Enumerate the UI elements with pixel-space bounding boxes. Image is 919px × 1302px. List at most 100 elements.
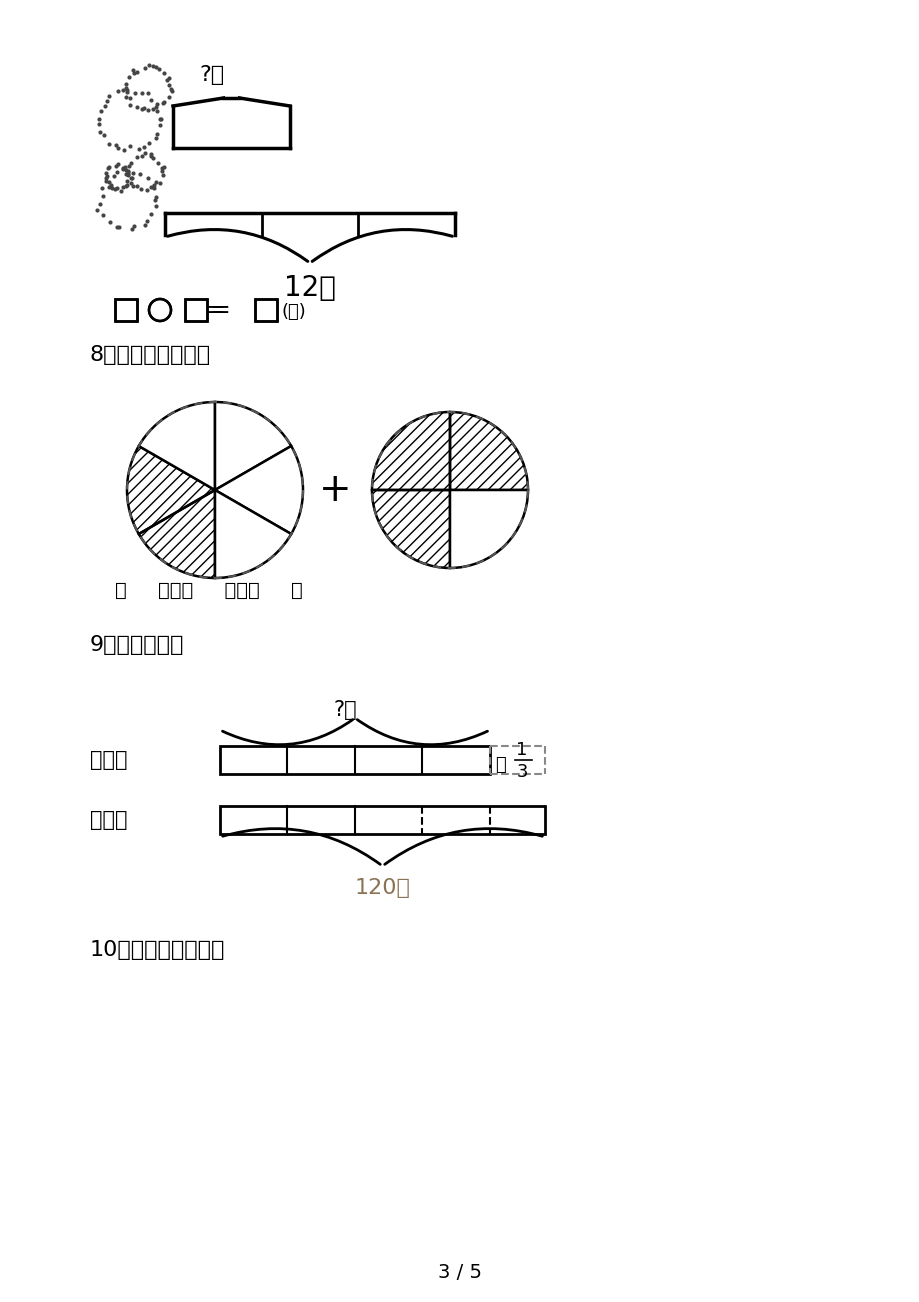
Point: [111, 138, 126, 159]
Point: [119, 174, 134, 195]
Point: [108, 134, 123, 155]
Point: [148, 172, 163, 193]
Point: [117, 139, 131, 160]
Point: [128, 83, 142, 104]
Point: [97, 95, 112, 116]
Point: [134, 146, 149, 167]
Point: [145, 147, 160, 168]
Point: [153, 108, 167, 129]
Point: [121, 66, 136, 87]
Text: 120只: 120只: [354, 878, 410, 898]
Point: [119, 159, 133, 180]
Bar: [185, 299, 207, 322]
Point: [109, 161, 124, 182]
Point: [147, 189, 162, 210]
Point: [142, 133, 156, 154]
Point: [140, 180, 154, 201]
Point: [142, 55, 156, 76]
Point: [116, 177, 130, 198]
Point: [127, 215, 142, 236]
Bar: [220, 746, 490, 773]
Point: [135, 82, 150, 103]
Point: [160, 69, 175, 90]
Point: [154, 158, 169, 178]
Point: [101, 156, 116, 177]
Wedge shape: [139, 402, 215, 490]
Point: [141, 100, 155, 121]
Point: [95, 178, 109, 199]
Point: [110, 154, 125, 174]
Point: [137, 57, 152, 78]
Bar: [255, 299, 277, 322]
Point: [125, 60, 140, 81]
Point: [127, 62, 142, 83]
Bar: [185, 299, 207, 322]
Point: [149, 56, 164, 77]
Point: [153, 172, 167, 193]
Point: [124, 154, 139, 174]
Point: [156, 91, 171, 112]
Point: [112, 217, 127, 238]
Point: [115, 79, 130, 100]
Point: [155, 92, 170, 113]
Point: [102, 86, 117, 107]
Point: [150, 100, 165, 121]
Point: [122, 135, 137, 156]
Point: [151, 154, 165, 174]
Point: [136, 137, 151, 158]
Point: [131, 138, 146, 159]
Point: [110, 81, 125, 102]
Point: [138, 215, 153, 236]
Point: [122, 87, 137, 108]
Text: (只): (只): [282, 303, 306, 322]
Point: [105, 177, 119, 198]
Point: [119, 82, 134, 103]
Point: [123, 172, 138, 193]
Text: 白兔：: 白兔：: [90, 750, 128, 769]
Point: [125, 163, 140, 184]
Point: [119, 164, 133, 185]
Point: [165, 81, 179, 102]
Point: [132, 164, 147, 185]
Point: [102, 211, 117, 232]
Point: [146, 174, 161, 195]
Bar: [115, 299, 137, 322]
Point: [164, 78, 178, 99]
Point: [126, 174, 141, 195]
Point: [140, 211, 154, 232]
Point: [101, 172, 116, 193]
Point: [148, 195, 163, 216]
Point: [141, 82, 155, 103]
Point: [153, 115, 167, 135]
Point: [107, 178, 121, 199]
Point: [109, 216, 124, 237]
Point: [149, 96, 164, 117]
Point: [101, 158, 116, 178]
Point: [100, 91, 115, 112]
Text: 8．看图列式计算。: 8．看图列式计算。: [90, 345, 210, 365]
Point: [120, 161, 135, 182]
Point: [109, 177, 124, 198]
Bar: [115, 299, 137, 322]
Text: 10．看图列式计算。: 10．看图列式计算。: [90, 940, 225, 960]
Point: [130, 146, 144, 167]
Point: [143, 177, 158, 198]
Point: [94, 100, 108, 121]
Point: [123, 168, 138, 189]
Text: ?只: ?只: [333, 700, 357, 720]
Point: [119, 79, 134, 100]
Point: [133, 178, 148, 199]
Point: [114, 181, 129, 202]
Point: [162, 74, 176, 95]
Text: =: =: [210, 298, 230, 322]
Point: [117, 156, 131, 177]
Point: [125, 168, 140, 189]
Wedge shape: [449, 490, 528, 568]
Point: [149, 186, 164, 207]
Text: ?只: ?只: [199, 65, 224, 85]
Point: [115, 158, 130, 178]
Text: 多: 多: [494, 756, 505, 773]
Point: [120, 163, 135, 184]
Point: [162, 68, 176, 89]
Point: [155, 164, 170, 185]
